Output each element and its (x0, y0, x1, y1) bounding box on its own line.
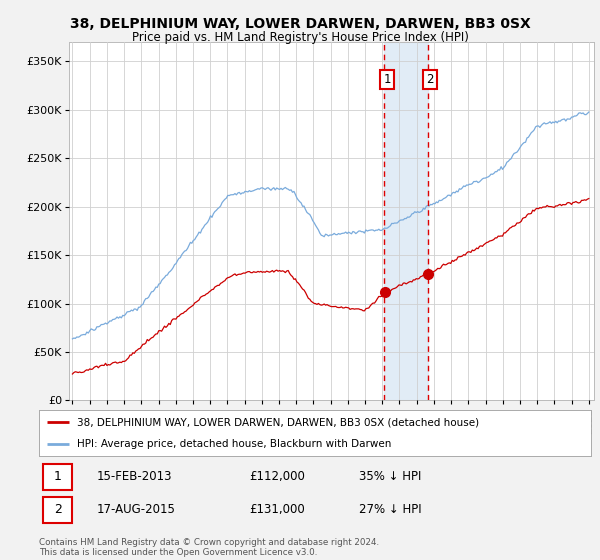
Bar (385, 42, 428, 400)
Text: 1: 1 (383, 73, 391, 86)
Text: 35% ↓ HPI: 35% ↓ HPI (359, 470, 422, 483)
Text: 27% ↓ HPI: 27% ↓ HPI (359, 503, 422, 516)
Text: 38, DELPHINIUM WAY, LOWER DARWEN, DARWEN, BB3 0SX (detached house): 38, DELPHINIUM WAY, LOWER DARWEN, DARWEN… (77, 417, 479, 427)
Text: HPI: Average price, detached house, Blackburn with Darwen: HPI: Average price, detached house, Blac… (77, 440, 391, 450)
Text: 15-FEB-2013: 15-FEB-2013 (97, 470, 172, 483)
Text: 17-AUG-2015: 17-AUG-2015 (97, 503, 176, 516)
FancyBboxPatch shape (43, 464, 72, 489)
Text: 1: 1 (54, 470, 62, 483)
Text: 38, DELPHINIUM WAY, LOWER DARWEN, DARWEN, BB3 0SX: 38, DELPHINIUM WAY, LOWER DARWEN, DARWEN… (70, 17, 530, 31)
FancyBboxPatch shape (43, 497, 72, 522)
Text: £131,000: £131,000 (249, 503, 305, 516)
Text: Contains HM Land Registry data © Crown copyright and database right 2024.
This d: Contains HM Land Registry data © Crown c… (39, 538, 379, 557)
Text: Price paid vs. HM Land Registry's House Price Index (HPI): Price paid vs. HM Land Registry's House … (131, 31, 469, 44)
Text: £112,000: £112,000 (249, 470, 305, 483)
Text: 2: 2 (54, 503, 62, 516)
Text: 2: 2 (427, 73, 434, 86)
